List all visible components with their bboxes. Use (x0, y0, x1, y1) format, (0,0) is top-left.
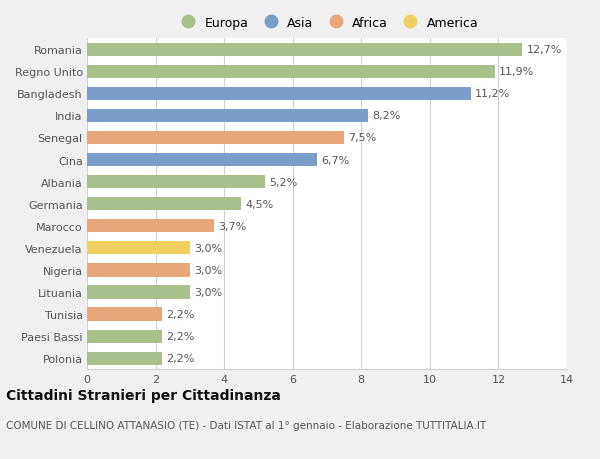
Bar (87, 132, 344, 145)
Bar (87, 242, 190, 255)
Text: 2,2%: 2,2% (167, 309, 195, 319)
Text: Cittadini Stranieri per Cittadinanza: Cittadini Stranieri per Cittadinanza (6, 388, 281, 402)
Text: 5,2%: 5,2% (269, 177, 298, 187)
Bar (87, 110, 368, 123)
Legend: Europa, Asia, Africa, America: Europa, Asia, Africa, America (176, 17, 478, 29)
Text: 3,0%: 3,0% (194, 287, 222, 297)
Bar (87, 44, 523, 56)
Bar (87, 88, 471, 101)
Text: COMUNE DI CELLINO ATTANASIO (TE) - Dati ISTAT al 1° gennaio - Elaborazione TUTTI: COMUNE DI CELLINO ATTANASIO (TE) - Dati … (6, 420, 486, 430)
Text: 2,2%: 2,2% (167, 353, 195, 364)
Bar (87, 330, 163, 343)
Bar (87, 264, 190, 277)
Text: 3,7%: 3,7% (218, 221, 246, 231)
Bar (87, 352, 163, 365)
Bar (87, 220, 214, 233)
Bar (87, 286, 190, 299)
Text: 3,0%: 3,0% (194, 265, 222, 275)
Text: 12,7%: 12,7% (527, 45, 562, 55)
Bar (87, 198, 241, 211)
Text: 8,2%: 8,2% (372, 111, 401, 121)
Text: 3,0%: 3,0% (194, 243, 222, 253)
Bar (87, 154, 317, 167)
Text: 2,2%: 2,2% (167, 331, 195, 341)
Bar (87, 176, 265, 189)
Text: 6,7%: 6,7% (321, 155, 349, 165)
Text: 4,5%: 4,5% (245, 199, 274, 209)
Bar (87, 308, 163, 321)
Bar (87, 66, 495, 78)
Text: 11,2%: 11,2% (475, 89, 511, 99)
Text: 7,5%: 7,5% (348, 133, 377, 143)
Text: 11,9%: 11,9% (499, 67, 535, 77)
